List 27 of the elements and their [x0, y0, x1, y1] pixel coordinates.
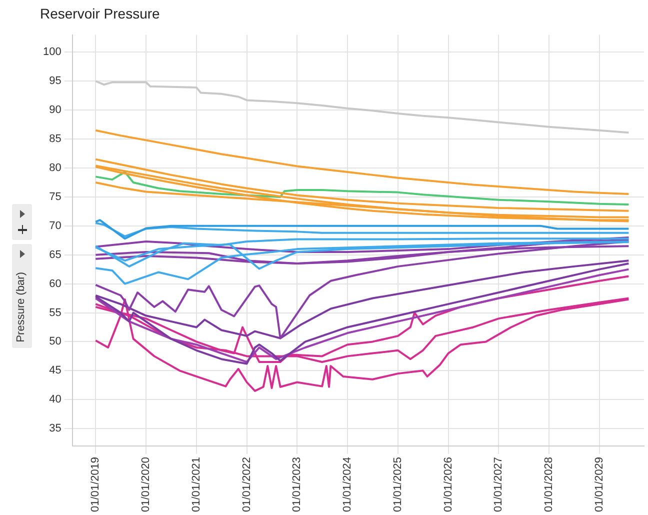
x-tick-label: 01/01/2024: [342, 456, 354, 512]
y-tick-label: 90: [49, 104, 62, 116]
y-tick-label: 85: [49, 133, 62, 146]
x-tick-label: 01/01/2020: [140, 456, 152, 512]
y-tick-label: 95: [49, 75, 62, 88]
y-tick-label: 55: [49, 306, 62, 319]
y-tick-label: 65: [49, 248, 62, 261]
y-tick-label: 70: [49, 220, 62, 232]
y-tick-label: 50: [49, 336, 62, 348]
x-tick-label: 01/01/2025: [392, 456, 404, 512]
x-tick-label: 01/01/2022: [240, 456, 253, 512]
y-tick-label: 80: [49, 162, 62, 174]
x-tick-label: 01/01/2027: [492, 456, 505, 512]
x-tick-label: 01/01/2023: [291, 456, 304, 512]
x-tick-label: 01/01/2028: [543, 456, 556, 512]
y-tick-label: 75: [49, 190, 62, 203]
x-tick-label: 01/01/2026: [442, 456, 454, 512]
y-tick-label: 35: [49, 422, 62, 435]
y-tick-label: 60: [49, 278, 62, 290]
x-tick-label: 01/01/2021: [190, 456, 203, 512]
y-tick-label: 45: [49, 364, 62, 377]
y-axis-title: Pressure (bar): [15, 272, 27, 342]
chart-title: Reservoir Pressure: [40, 5, 160, 22]
x-tick-label: 01/01/2019: [90, 456, 102, 512]
x-tick-label: 01/01/2029: [593, 456, 606, 512]
y-tick-label: 40: [49, 394, 62, 406]
y-tick-label: 100: [42, 46, 62, 58]
